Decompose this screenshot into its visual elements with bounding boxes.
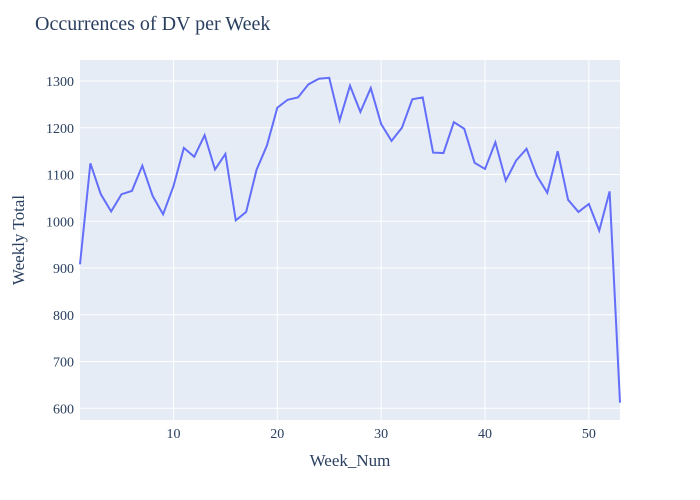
chart-title: Occurrences of DV per Week [35, 13, 270, 35]
y-tick-label: 1300 [46, 75, 74, 90]
x-tick-label: 30 [374, 427, 388, 442]
y-tick-label: 900 [53, 262, 74, 277]
x-axis-title: Week_Num [310, 451, 391, 470]
y-tick-label: 600 [53, 402, 74, 417]
y-axis-ticks: 600 700 800 900 1000 1100 1200 1300 [46, 75, 74, 417]
x-tick-label: 10 [166, 427, 180, 442]
y-axis-title: Weekly Total [9, 195, 28, 285]
y-tick-label: 1000 [46, 215, 74, 230]
y-tick-label: 1100 [47, 169, 74, 184]
x-tick-label: 50 [582, 427, 596, 442]
x-axis-ticks: 10 20 30 40 50 [166, 427, 595, 442]
y-tick-label: 800 [53, 309, 74, 324]
y-gridlines [80, 80, 620, 409]
series-line [79, 76, 621, 403]
y-tick-label: 1200 [46, 122, 74, 137]
x-gridlines [172, 60, 590, 420]
y-tick-label: 700 [53, 356, 74, 371]
x-tick-label: 20 [270, 427, 284, 442]
x-tick-label: 40 [478, 427, 492, 442]
plot-area [80, 60, 620, 420]
